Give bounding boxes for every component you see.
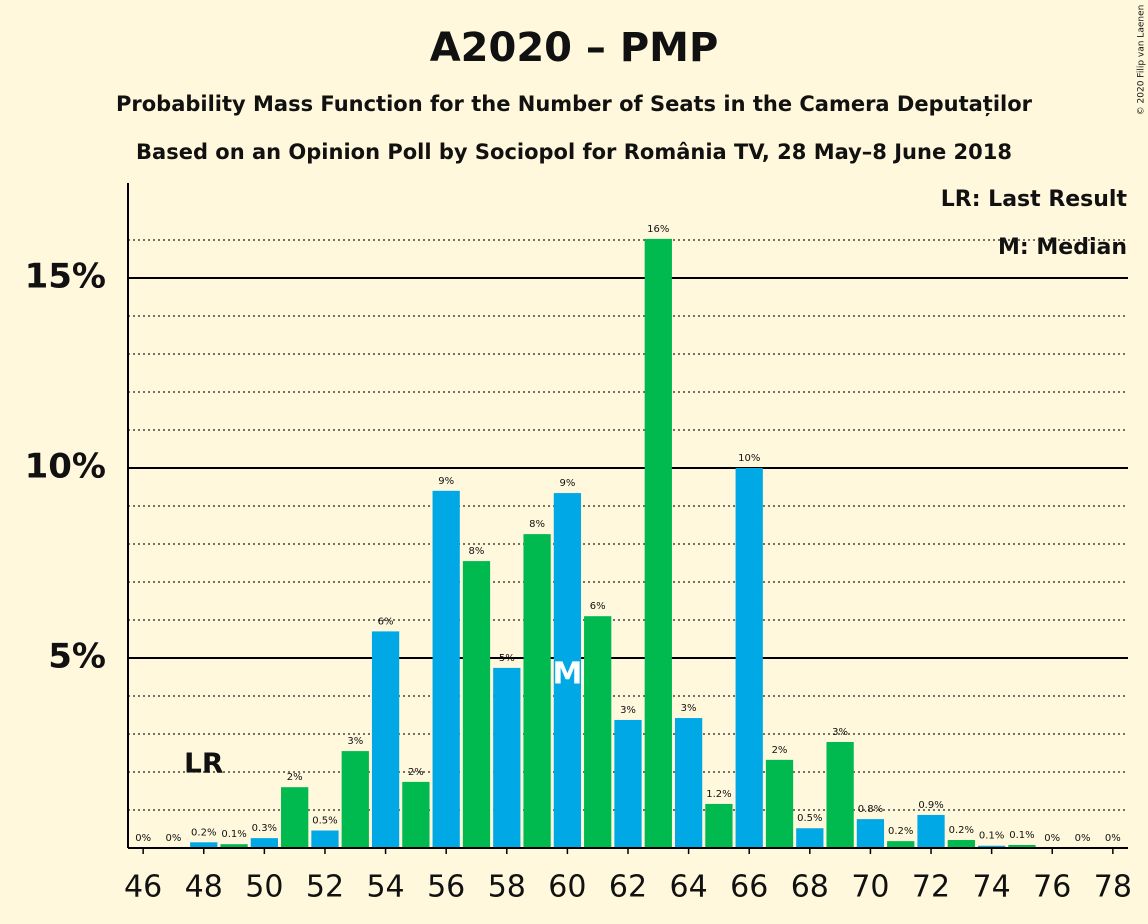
bar xyxy=(765,759,794,848)
chart-subtitle: Based on an Opinion Poll by Sociopol for… xyxy=(136,140,1012,164)
value-label: 0.8% xyxy=(858,804,883,815)
value-label: 2% xyxy=(408,767,424,778)
bar xyxy=(432,490,460,848)
value-label: 3% xyxy=(347,736,363,747)
value-label: 0% xyxy=(135,833,151,844)
value-label: 0.2% xyxy=(191,827,216,838)
x-tick-label: 62 xyxy=(609,870,647,905)
value-label: 0.1% xyxy=(221,829,246,840)
bar xyxy=(190,842,218,848)
bar xyxy=(614,719,642,848)
bar xyxy=(735,468,763,848)
x-tick-label: 54 xyxy=(366,870,404,905)
bar xyxy=(553,493,582,848)
value-label: 0% xyxy=(1105,833,1121,844)
value-label: 3% xyxy=(832,727,848,738)
chart-title: A2020 – PMP xyxy=(430,25,719,71)
bar xyxy=(705,803,733,848)
value-label: 8% xyxy=(529,519,545,530)
bar xyxy=(1008,844,1036,848)
x-tick-label: 60 xyxy=(548,870,586,905)
x-tick-label: 66 xyxy=(730,870,768,905)
value-label: 0.1% xyxy=(979,831,1004,842)
y-tick-label: 5% xyxy=(48,637,106,677)
value-label: 2% xyxy=(287,772,303,783)
x-tick-label: 68 xyxy=(791,870,829,905)
bar xyxy=(644,238,672,849)
bar xyxy=(856,819,885,848)
x-tick-label: 58 xyxy=(488,870,526,905)
note: LR: Last Result xyxy=(941,187,1128,212)
value-label: 9% xyxy=(559,478,575,489)
chart-subtitle: Probability Mass Function for the Number… xyxy=(116,92,1033,117)
annotation: LR xyxy=(184,746,223,779)
bar xyxy=(493,667,521,848)
value-label: 0.3% xyxy=(252,823,277,834)
value-label: 16% xyxy=(647,224,669,235)
value-label: 0.2% xyxy=(888,826,913,837)
bar xyxy=(887,841,915,848)
x-tick-label: 78 xyxy=(1094,870,1132,905)
bar xyxy=(978,845,1006,848)
bar xyxy=(311,830,339,848)
bar xyxy=(523,534,551,848)
x-tick-label: 50 xyxy=(245,870,283,905)
value-label: 0.5% xyxy=(312,816,337,827)
value-label: 6% xyxy=(378,616,394,627)
x-tick-label: 70 xyxy=(851,870,889,905)
y-tick-label: 15% xyxy=(25,257,106,297)
x-tick-label: 52 xyxy=(306,870,344,905)
value-label: 0.9% xyxy=(918,800,943,811)
bar xyxy=(462,561,491,848)
x-tick-label: 76 xyxy=(1033,870,1071,905)
value-label: 8% xyxy=(469,546,485,557)
bar xyxy=(250,838,278,848)
credit: © 2020 Filip van Laenen xyxy=(1137,5,1147,116)
value-label: 0% xyxy=(166,833,182,844)
bar xyxy=(584,616,612,848)
x-tick-label: 56 xyxy=(427,870,465,905)
value-label: 3% xyxy=(620,705,636,716)
value-label: 1.2% xyxy=(706,789,731,800)
value-label: 0.5% xyxy=(797,813,822,824)
value-label: 0.2% xyxy=(949,825,974,836)
value-label: 10% xyxy=(738,453,760,464)
bar xyxy=(826,741,854,848)
x-tick-label: 64 xyxy=(670,870,708,905)
bar xyxy=(220,844,248,848)
value-label: 0.1% xyxy=(1009,830,1034,841)
bar xyxy=(796,828,824,848)
y-tick-label: 10% xyxy=(25,447,106,487)
value-label: 3% xyxy=(681,703,697,714)
x-tick-label: 74 xyxy=(973,870,1011,905)
value-label: 0% xyxy=(1044,833,1060,844)
bar xyxy=(674,718,703,848)
bar xyxy=(341,751,369,848)
value-label: 0% xyxy=(1075,833,1091,844)
annotation: M xyxy=(552,657,582,692)
value-label: 5% xyxy=(499,653,515,664)
x-tick-label: 46 xyxy=(124,870,162,905)
x-tick-label: 48 xyxy=(185,870,223,905)
bar xyxy=(371,631,400,848)
x-tick-label: 72 xyxy=(912,870,950,905)
bar xyxy=(281,787,309,848)
note: M: Median xyxy=(998,235,1127,260)
bar xyxy=(947,840,975,848)
value-label: 2% xyxy=(772,745,788,756)
bar xyxy=(402,781,430,848)
bar xyxy=(917,814,945,848)
value-label: 9% xyxy=(438,476,454,487)
value-label: 6% xyxy=(590,601,606,612)
